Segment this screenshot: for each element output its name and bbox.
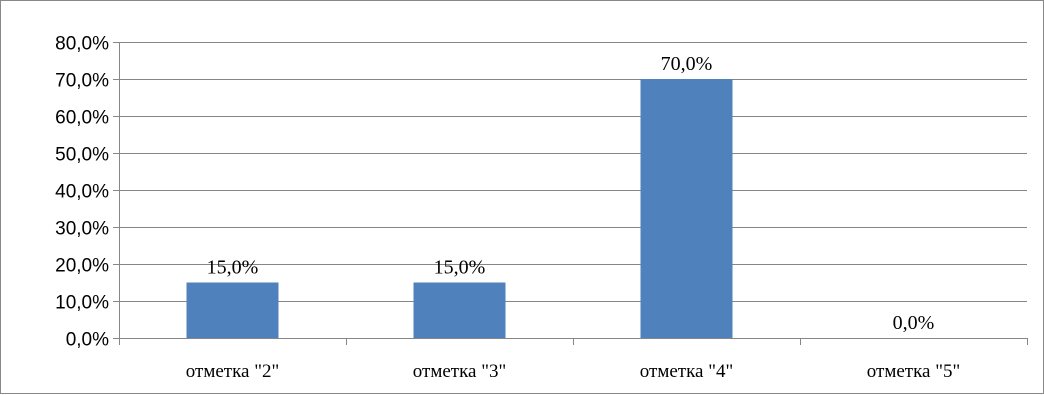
y-tick-label: 10,0% (55, 293, 109, 314)
y-tick-label: 50,0% (55, 145, 109, 166)
bar (413, 282, 506, 338)
gridlines (119, 42, 1027, 302)
y-tick-label: 60,0% (55, 108, 109, 129)
data-label: 0,0% (893, 312, 935, 334)
y-tick-label: 80,0% (55, 34, 109, 55)
data-label: 15,0% (207, 257, 259, 279)
bar (640, 79, 733, 338)
y-tick-label: 30,0% (55, 219, 109, 240)
data-label: 70,0% (661, 53, 713, 75)
bar (186, 282, 279, 338)
bars (186, 79, 733, 338)
y-tick-label: 40,0% (55, 182, 109, 203)
x-category-label: отметка "5" (867, 361, 960, 382)
y-tick-label: 70,0% (55, 71, 109, 92)
labels: 0,0% 10,0% 20,0% 30,0% 40,0% 50,0% 60,0% 70,0% 8… (55, 34, 960, 383)
x-category-label: отметка "4" (640, 361, 733, 382)
x-category-label: отметка "2" (186, 361, 279, 382)
x-category-label: отметка "3" (413, 361, 506, 382)
axes (113, 42, 1028, 345)
data-label: 15,0% (434, 257, 486, 279)
y-tick-label: 0,0% (66, 330, 109, 351)
y-tick-label: 20,0% (55, 256, 109, 277)
